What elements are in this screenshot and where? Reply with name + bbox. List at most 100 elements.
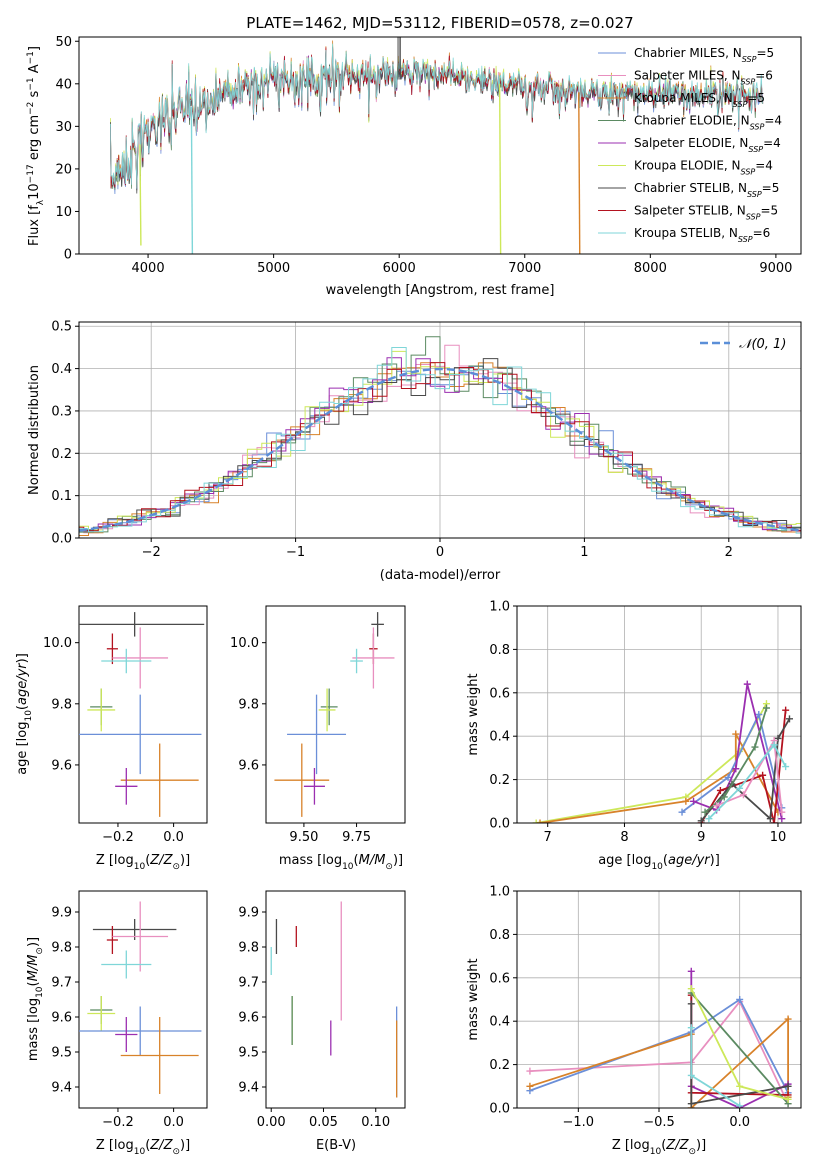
x-tick-label: −0.5 [643, 1115, 675, 1130]
weight-marker [687, 1024, 695, 1032]
x-tick-label: 0.00 [257, 1115, 286, 1130]
weight-marker [766, 815, 774, 823]
y-tick-label: 0.0 [489, 1102, 510, 1117]
y-axis-label: mass weight [466, 958, 481, 1040]
y-tick-label: 0.4 [489, 730, 510, 745]
weight-marker [713, 802, 721, 810]
y-tick-label: 0.2 [489, 1058, 510, 1073]
weight-marker [736, 1082, 744, 1090]
weight-line [708, 743, 787, 820]
errorbar-panel-frame [265, 890, 406, 1109]
x-tick-label: 0.0 [729, 1115, 750, 1130]
y-axis-label: age [log10(age/yr)] [15, 653, 34, 775]
weight-marker [701, 808, 709, 816]
weight-line [536, 703, 768, 823]
y-tick-label: 9.9 [238, 906, 259, 921]
spectrum-drop [578, 92, 581, 254]
weight-panel-frame [516, 890, 802, 1109]
weight-marker [784, 1082, 792, 1090]
weight-line [716, 737, 783, 813]
histogram-step [79, 336, 801, 533]
histogram-plot [79, 322, 801, 538]
weight-marker [739, 791, 747, 799]
y-tick-label: 9.6 [51, 1011, 72, 1026]
weight-plot [526, 967, 792, 1108]
weight-marker [784, 1095, 792, 1103]
x-tick-label: 0.0 [163, 1115, 184, 1130]
histogram-step [79, 357, 801, 531]
y-tick-label: 0.8 [489, 643, 510, 658]
weight-marker [690, 797, 698, 805]
x-tick-label: 10 [770, 830, 787, 845]
y-tick-label: 0.6 [489, 686, 510, 701]
weight-marker [716, 786, 724, 794]
weight-line [529, 1000, 789, 1105]
x-tick-label: 6000 [383, 261, 416, 276]
y-tick-label: 9.5 [238, 1046, 259, 1061]
x-tick-label: 0.10 [361, 1115, 390, 1130]
x-tick-label: 9.75 [342, 830, 371, 845]
weight-marker [705, 815, 713, 823]
normal-curve [79, 367, 801, 532]
spectrum-drop [498, 83, 502, 254]
y-tick-label: 0.4 [51, 362, 72, 377]
weight-marker [759, 771, 767, 779]
weight-marker [762, 704, 770, 712]
y-tick-label: 0.2 [489, 773, 510, 788]
x-axis-label: Z [log10(Z/Z⊙)] [96, 853, 190, 872]
spectrum-drop [139, 144, 142, 246]
weight-line [681, 711, 783, 813]
x-tick-label: −0.2 [102, 830, 134, 845]
weight-marker [687, 1071, 695, 1079]
y-tick-label: 0.2 [51, 447, 72, 462]
x-tick-label: 1 [580, 545, 588, 560]
errorbar-panel-frame [78, 605, 208, 824]
y-tick-label: 9.8 [51, 941, 72, 956]
x-axis-label: Z [log10(Z/Z⊙)] [96, 1138, 190, 1157]
x-tick-label: 0.0 [163, 830, 184, 845]
spectrum-line [110, 43, 764, 189]
errorbar-panel-frame [265, 605, 406, 824]
weight-marker [526, 1067, 534, 1075]
weight-marker [687, 1100, 695, 1108]
y-tick-label: 0.0 [489, 817, 510, 832]
legend-entry: Kroupa STELIB, NSSP=6 [634, 226, 770, 244]
weight-marker [687, 985, 695, 993]
weight-marker [532, 819, 540, 823]
x-tick-label: 0.05 [309, 1115, 338, 1130]
x-tick-label: 8 [620, 830, 628, 845]
weight-marker [736, 784, 744, 792]
weight-marker [678, 808, 686, 816]
weight-marker [687, 967, 695, 975]
legend-entry: Chabrier MILES, NSSP=5 [634, 46, 774, 64]
y-tick-label: 20 [55, 162, 72, 177]
chart-title: PLATE=1462, MJD=53112, FIBERID=0578, z=0… [246, 14, 633, 32]
weight-marker [778, 815, 786, 823]
y-tick-label: 10.0 [43, 636, 72, 651]
x-axis-label: E(B-V) [316, 1138, 356, 1153]
spectrum-drop [190, 106, 194, 254]
x-axis-label: age [log10(age/yr)] [598, 853, 720, 872]
y-tick-label: 0.8 [489, 928, 510, 943]
x-tick-label: −1 [286, 545, 305, 560]
x-axis-label: (data-model)/error [380, 568, 501, 583]
weight-line [690, 992, 789, 1105]
histogram-step [79, 344, 801, 534]
x-tick-label: 9.50 [289, 830, 318, 845]
y-tick-label: 50 [55, 35, 72, 50]
weight-marker [778, 808, 786, 816]
errorbar-plot [274, 612, 395, 817]
weight-marker [682, 797, 690, 805]
weight-marker [770, 741, 778, 749]
weight-marker [732, 765, 740, 773]
x-axis-label: mass [log10(M/M⊙)] [279, 853, 403, 872]
y-tick-label: 0.0 [51, 532, 72, 547]
legend-entry: Salpeter STELIB, NSSP=5 [634, 204, 778, 222]
weight-marker [770, 819, 778, 823]
weight-marker [785, 715, 793, 723]
y-tick-label: 1.0 [489, 600, 510, 615]
histogram-step [79, 347, 801, 534]
legend-entry: Kroupa ELODIE, NSSP=4 [634, 159, 773, 177]
y-axis-label: Flux [fλ10−17 erg cm−2 s−1 A−1] [26, 46, 46, 246]
